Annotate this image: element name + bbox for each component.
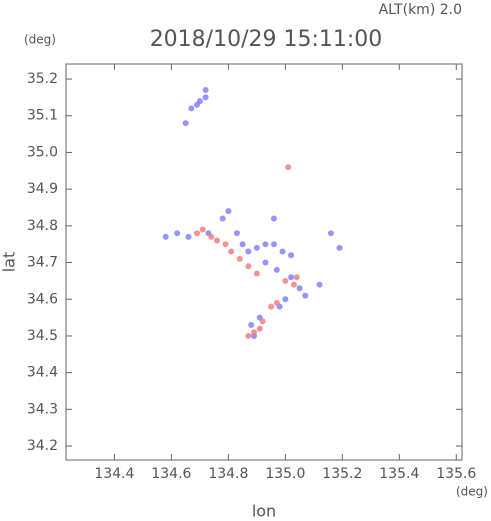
altitude: ALT(km) 2.0 — [379, 2, 462, 18]
echo-point — [188, 105, 195, 112]
echo-point — [327, 230, 334, 237]
x-tick-label: 134.8 — [208, 466, 248, 482]
x-tick-label: 135.2 — [322, 466, 362, 482]
x-tick-label: 135.6 — [436, 466, 476, 482]
echo-point — [194, 230, 201, 237]
echo-point — [225, 208, 232, 215]
y-tick-label: 34.2 — [27, 438, 58, 454]
y-tick-label: 34.8 — [27, 218, 58, 234]
x-unit: (deg) — [456, 485, 488, 499]
y-tick-label: 34.9 — [27, 181, 58, 197]
echo-point — [293, 274, 300, 281]
echo-point — [196, 98, 203, 105]
echo-point — [202, 87, 209, 94]
echo-point — [316, 281, 323, 288]
echo-point — [239, 241, 246, 248]
echo-point — [236, 255, 243, 262]
x-tick-label: 134.4 — [94, 466, 134, 482]
x-tick-label: 135.0 — [265, 466, 305, 482]
echo-point — [270, 241, 277, 248]
echo-point — [253, 244, 260, 251]
echo-point — [273, 266, 280, 273]
x-tick-label: 135.4 — [379, 466, 419, 482]
echo-point — [245, 332, 252, 339]
y-tick-label: 34.7 — [27, 255, 58, 271]
echo-point — [288, 252, 295, 259]
y-tick-label: 35.1 — [27, 108, 58, 124]
echo-point — [233, 230, 240, 237]
echo-point — [279, 248, 286, 255]
echo-point — [262, 259, 269, 266]
echo-point — [290, 281, 297, 288]
echo-point — [174, 230, 181, 237]
y-tick-label: 35.0 — [27, 144, 58, 160]
echo-point — [253, 270, 260, 277]
echo-point — [245, 263, 252, 270]
echo-point — [208, 233, 215, 240]
echo-point — [213, 237, 220, 244]
echo-point — [296, 285, 303, 292]
echo-point — [288, 274, 295, 281]
echo-point — [248, 321, 255, 328]
echo-point — [302, 292, 309, 299]
echo-point — [222, 241, 229, 248]
echo-point — [273, 299, 280, 306]
y-tick-label: 34.3 — [27, 401, 58, 417]
echo-point — [202, 94, 209, 101]
x-label: lon — [252, 502, 276, 521]
echo-point — [282, 277, 289, 284]
echo-point — [262, 241, 269, 248]
echo-point — [185, 233, 192, 240]
echo-point — [259, 318, 266, 325]
plot-frame — [65, 63, 463, 461]
chart-title: 2018/10/29 15:11:00 — [150, 27, 383, 52]
y-unit: (deg) — [24, 33, 56, 47]
echo-point — [162, 233, 169, 240]
y-tick-label: 35.2 — [27, 71, 58, 87]
echo-point — [336, 244, 343, 251]
y-tick-label: 34.4 — [27, 365, 58, 381]
echo-point — [199, 226, 206, 233]
echo-point — [268, 303, 275, 310]
y-tick-label: 34.6 — [27, 291, 58, 307]
y-tick-label: 34.5 — [27, 328, 58, 344]
echo-point — [285, 164, 292, 171]
echo-point — [256, 325, 263, 332]
y-label: lat — [0, 252, 19, 273]
echo-point — [219, 215, 226, 222]
echo-point — [245, 248, 252, 255]
echo-point — [270, 215, 277, 222]
echo-point — [228, 248, 235, 255]
echo-point — [251, 329, 258, 336]
echo-point — [282, 296, 289, 303]
x-tick-label: 134.6 — [151, 466, 191, 482]
echo-point — [182, 120, 189, 127]
